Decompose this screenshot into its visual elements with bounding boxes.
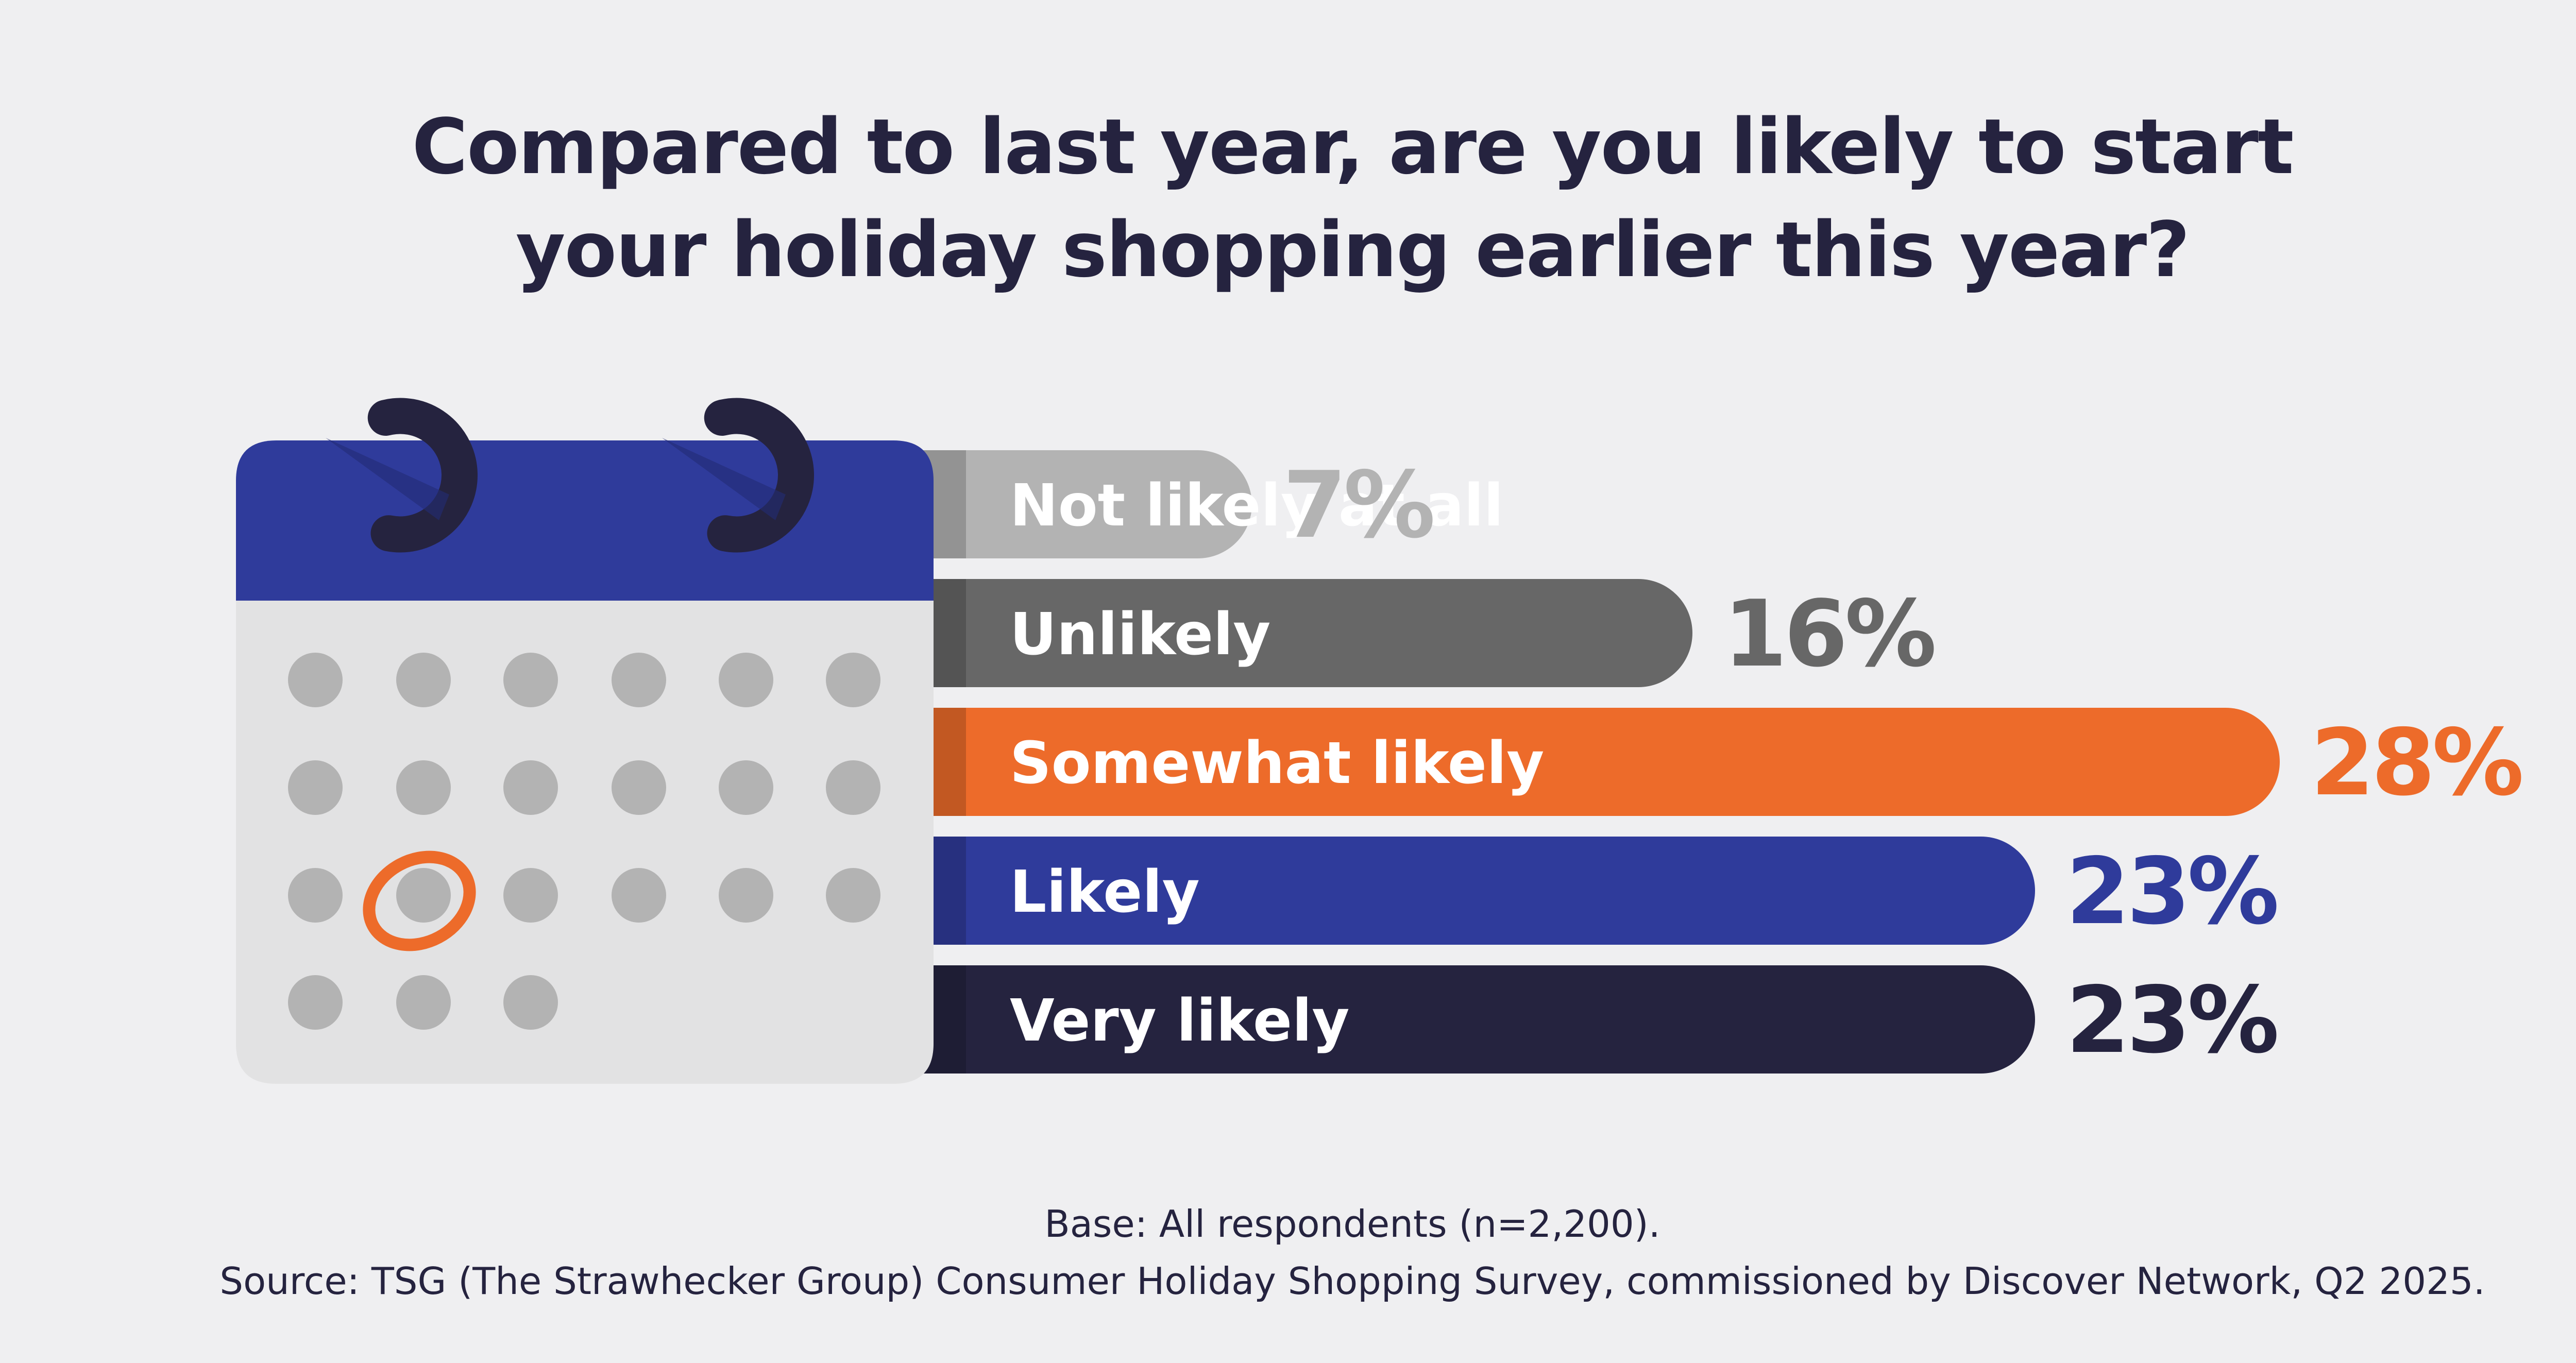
calendar-day-dot — [396, 975, 451, 1030]
calendar-day-dot — [503, 653, 558, 707]
bar-group: Unlikely 16% — [909, 579, 1937, 687]
calendar-day-dot — [719, 868, 773, 923]
calendar-day-dot — [719, 760, 773, 815]
calendar-day-dot — [719, 653, 773, 707]
bar-label: Likely — [1010, 859, 1200, 926]
calendar-day-dot — [612, 760, 666, 815]
value-label: 28% — [2311, 709, 2521, 816]
bar-group: Likely 23% — [909, 837, 2280, 945]
value-label: 16% — [1723, 581, 1934, 687]
calendar-ring — [367, 398, 478, 553]
bar — [909, 708, 2280, 816]
calendar-day-dot — [503, 760, 558, 815]
bar — [909, 965, 2035, 1074]
value-label: 23% — [2066, 838, 2277, 945]
calendar-day-dot — [288, 653, 343, 707]
calendar-day-dot — [503, 975, 558, 1030]
calendar-day-dot — [826, 653, 880, 707]
calendar-day-dot — [826, 868, 880, 923]
chart-title: Compared to last year, are you likely to… — [0, 95, 2576, 301]
bar-label: Very likely — [1010, 987, 1349, 1054]
bar-label: Somewhat likely — [1010, 730, 1544, 797]
calendar-header — [236, 440, 934, 601]
calendar-icon — [236, 398, 934, 1084]
value-label: 23% — [2066, 967, 2277, 1074]
source-note: Source: TSG (The Strawhecker Group) Cons… — [219, 1259, 2485, 1303]
calendar-day-dot — [396, 760, 451, 815]
base-note: Base: All respondents (n=2,200). — [1044, 1202, 1660, 1246]
calendar-day-dot — [396, 653, 451, 707]
calendar-day-dot — [612, 868, 666, 923]
bar-label: Not likely at all — [1010, 472, 1503, 539]
calendar-day-dot — [288, 868, 343, 923]
calendar-day-dot — [826, 760, 880, 815]
calendar-day-dot — [288, 975, 343, 1030]
calendar-day-dot — [396, 868, 451, 923]
title-line-1: Compared to last year, are you likely to… — [412, 103, 2294, 191]
bar — [909, 579, 1692, 687]
calendar-ring-shadow — [662, 438, 786, 520]
bar — [909, 837, 2035, 945]
bar-group: Very likely 23% — [909, 965, 2280, 1074]
bar-label: Unlikely — [1010, 601, 1270, 668]
value-label: 7% — [1283, 452, 1433, 558]
calendar-ring — [704, 398, 814, 553]
calendar-ring-shadow — [326, 438, 449, 520]
highlight-ring-icon — [363, 850, 476, 951]
calendar-day-dot — [288, 760, 343, 815]
bar-group: Somewhat likely 28% — [909, 708, 2524, 816]
bar — [909, 450, 1252, 558]
calendar-day-dot — [612, 653, 666, 707]
calendar-day-dot — [503, 868, 558, 923]
title-line-2: your holiday shopping earlier this year? — [516, 206, 2190, 294]
